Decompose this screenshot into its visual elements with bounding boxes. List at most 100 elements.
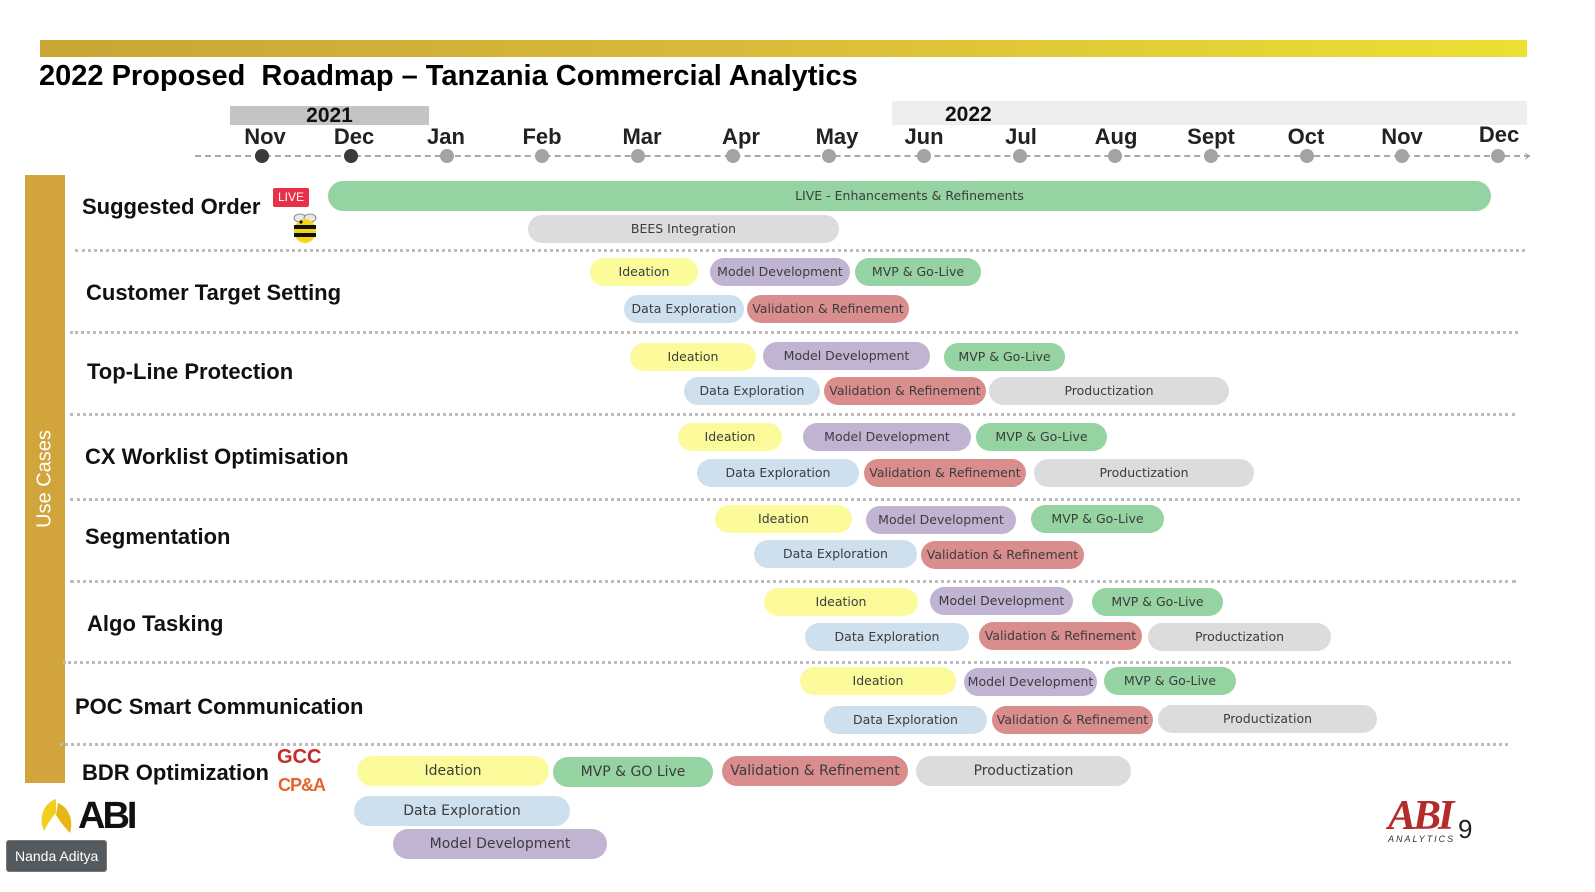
abi-logo-icon xyxy=(36,797,76,841)
month-label: Dec xyxy=(333,124,375,149)
bar-ideation: Ideation xyxy=(357,756,549,786)
row-label-algo-tasking: Algo Tasking xyxy=(87,611,224,636)
bar-productization: Productization xyxy=(1148,623,1331,651)
bar-validation-refinement: Validation & Refinement xyxy=(992,706,1153,734)
row-label-cx-worklist-optimisation: CX Worklist Optimisation xyxy=(85,444,349,469)
bar-validation-refinement: Validation & Refinement xyxy=(722,756,908,786)
timeline-dot xyxy=(1300,149,1314,163)
month-label: Aug xyxy=(1094,124,1138,149)
timeline-dot xyxy=(440,149,454,163)
page-title: 2022 Proposed Roadmap – Tanzania Commerc… xyxy=(39,60,858,92)
row-label-top-line-protection: Top-Line Protection xyxy=(87,359,294,384)
row-separator xyxy=(60,743,1508,746)
row-label-customer-target-setting: Customer Target Setting xyxy=(86,280,342,305)
row-separator xyxy=(75,249,1525,252)
bar-productization: Productization xyxy=(989,377,1229,405)
row-label-segmentation: Segmentation xyxy=(85,524,231,549)
row-label-bdr-optimization: BDR Optimization xyxy=(82,760,269,785)
month-label: Sept xyxy=(1187,124,1235,149)
abi-analytics-logo-text: ABI xyxy=(1388,793,1454,839)
timeline-dot xyxy=(1108,149,1122,163)
bar-ideation: Ideation xyxy=(678,423,782,451)
bar-productization: Productization xyxy=(1034,459,1254,487)
bar-live-enhancements: LIVE - Enhancements & Refinements xyxy=(328,181,1491,211)
bar-mvp-go-live: MVP & Go-Live xyxy=(1092,588,1223,616)
bar-model-development: Model Development xyxy=(393,829,607,859)
page-number: 9 xyxy=(1458,814,1473,844)
month-label: May xyxy=(815,124,859,149)
bar-mvp-go-live: MVP & Go-Live xyxy=(1031,505,1164,533)
timeline-axis xyxy=(195,155,1530,157)
use-cases-sidebar xyxy=(25,175,65,783)
row-separator xyxy=(70,331,1518,334)
timeline-dot xyxy=(726,149,740,163)
month-label: Oct xyxy=(1287,124,1325,149)
bar-mvp-go-live: MVP & Go-Live xyxy=(976,423,1107,451)
bar-mvp-go-live: MVP & Go-Live xyxy=(944,343,1065,371)
abi-analytics-logo: ABI ANALYTICS xyxy=(1388,795,1455,844)
bar-mvp-go-live: MVP & Go-Live xyxy=(855,258,981,286)
timeline-dot xyxy=(822,149,836,163)
abi-analytics-logo-subtext: ANALYTICS xyxy=(1388,834,1456,844)
year-label-2022: 2022 xyxy=(892,101,1527,126)
timeline-dot xyxy=(255,149,269,163)
abi-logo-text: ABI xyxy=(78,795,137,837)
bar-model-development: Model Development xyxy=(964,668,1097,696)
timeline-dot xyxy=(1204,149,1218,163)
month-label: Nov xyxy=(1381,124,1423,149)
bar-data-exploration: Data Exploration xyxy=(624,295,744,323)
bar-data-exploration: Data Exploration xyxy=(824,706,987,734)
bar-data-exploration: Data Exploration xyxy=(697,459,859,487)
bar-ideation: Ideation xyxy=(590,258,698,286)
cpa-logo: CP&A xyxy=(278,775,326,795)
bar-model-development: Model Development xyxy=(710,258,850,286)
bar-model-development: Model Development xyxy=(866,506,1016,534)
participant-name-tag: Nanda Aditya xyxy=(6,840,108,872)
timeline-dot xyxy=(631,149,645,163)
month-label: Nov xyxy=(244,124,286,149)
sidebar-label: Use Cases xyxy=(33,430,56,528)
row-separator xyxy=(70,413,1515,416)
live-badge: LIVE xyxy=(273,188,309,207)
row-label-suggested-order: Suggested Order xyxy=(82,194,261,219)
bar-ideation: Ideation xyxy=(630,343,756,371)
row-separator xyxy=(63,661,1511,664)
bar-bees-integration: BEES Integration xyxy=(528,215,839,243)
timeline-dot xyxy=(344,149,358,163)
timeline-dot xyxy=(1395,149,1409,163)
bar-productization: Productization xyxy=(916,756,1131,786)
timeline-dot xyxy=(535,149,549,163)
bar-productization: Productization xyxy=(1158,705,1377,733)
bee-icon xyxy=(291,212,319,248)
header-accent-bar xyxy=(40,40,1527,57)
bar-data-exploration: Data Exploration xyxy=(754,540,917,568)
month-label: Jan xyxy=(427,124,465,149)
row-separator xyxy=(70,498,1520,501)
bar-data-exploration: Data Exploration xyxy=(354,796,570,826)
timeline-dot xyxy=(1013,149,1027,163)
bar-ideation: Ideation xyxy=(764,588,918,616)
bar-model-development: Model Development xyxy=(763,342,930,370)
row-label-poc-smart-communication: POC Smart Communication xyxy=(75,694,364,719)
bar-mvp-go-live: MVP & Go-Live xyxy=(1104,667,1236,695)
timeline-dot xyxy=(1491,149,1505,163)
bar-validation-refinement: Validation & Refinement xyxy=(979,622,1142,650)
month-label: Jul xyxy=(1005,124,1037,149)
bar-model-development: Model Development xyxy=(803,423,971,451)
bar-validation-refinement: Validation & Refinement xyxy=(864,459,1026,487)
bar-model-development: Model Development xyxy=(930,587,1073,615)
month-label: Feb xyxy=(522,124,562,149)
timeline-arrow-icon: › xyxy=(1524,146,1531,165)
bar-data-exploration: Data Exploration xyxy=(805,623,969,651)
month-label: Apr xyxy=(722,124,760,149)
month-label: Mar xyxy=(622,124,662,149)
bar-data-exploration: Data Exploration xyxy=(684,377,820,405)
bar-validation-refinement: Validation & Refinement xyxy=(747,295,909,323)
row-separator xyxy=(70,580,1516,583)
month-label: Jun xyxy=(904,124,944,149)
year-label-2021: 2021 xyxy=(230,105,429,126)
gcc-logo: GCC xyxy=(277,746,322,768)
month-label: Dec xyxy=(1478,122,1520,147)
bar-ideation: Ideation xyxy=(800,667,956,695)
bar-mvp-go-live: MVP & GO Live xyxy=(553,757,713,787)
